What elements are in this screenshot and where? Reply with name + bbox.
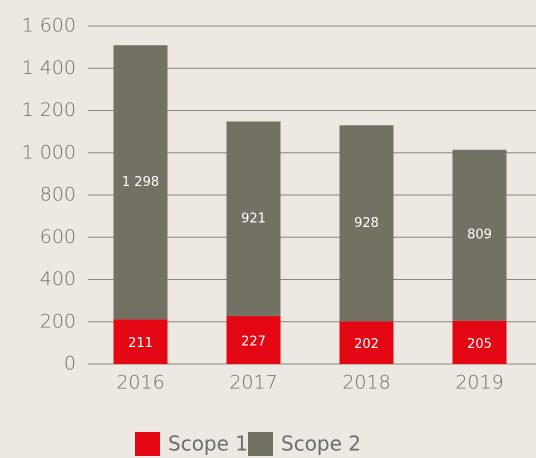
x-tick-label: 2018: [342, 372, 390, 394]
value-label: 211: [128, 336, 153, 351]
x-tick-label: 2016: [116, 372, 164, 394]
value-label: 205: [467, 337, 492, 352]
legend-swatch: [248, 432, 273, 456]
y-tick-label: 1 600: [22, 15, 76, 37]
y-tick-label: 200: [40, 310, 76, 332]
bar-segment: [339, 321, 394, 364]
value-label: 928: [354, 216, 379, 231]
y-tick-label: 1 400: [22, 57, 76, 79]
x-tick-label: 2019: [455, 372, 503, 394]
legend-label: Scope 2: [281, 432, 361, 456]
y-tick-label: 600: [40, 226, 76, 248]
bar-segment: [452, 149, 507, 321]
value-label: 1 298: [122, 175, 159, 190]
bar-segment: [452, 320, 507, 364]
legend-label: Scope 1: [168, 432, 248, 456]
value-label: 809: [467, 228, 492, 243]
y-tick-label: 400: [40, 268, 76, 290]
value-label: 227: [241, 335, 266, 350]
bar-segment: [226, 121, 281, 317]
y-tick-label: 0: [64, 353, 76, 375]
legend-swatch: [135, 432, 160, 456]
y-tick-label: 800: [40, 184, 76, 206]
y-tick-label: 1 000: [22, 141, 76, 163]
bar-segment: [226, 316, 281, 364]
bar-segment: [113, 319, 168, 364]
x-tick-label: 2017: [229, 372, 277, 394]
y-tick-label: 1 200: [22, 99, 76, 121]
bar-segment: [339, 125, 394, 322]
value-label: 921: [241, 211, 266, 226]
value-label: 202: [354, 337, 379, 352]
bar-segment: [113, 45, 168, 320]
